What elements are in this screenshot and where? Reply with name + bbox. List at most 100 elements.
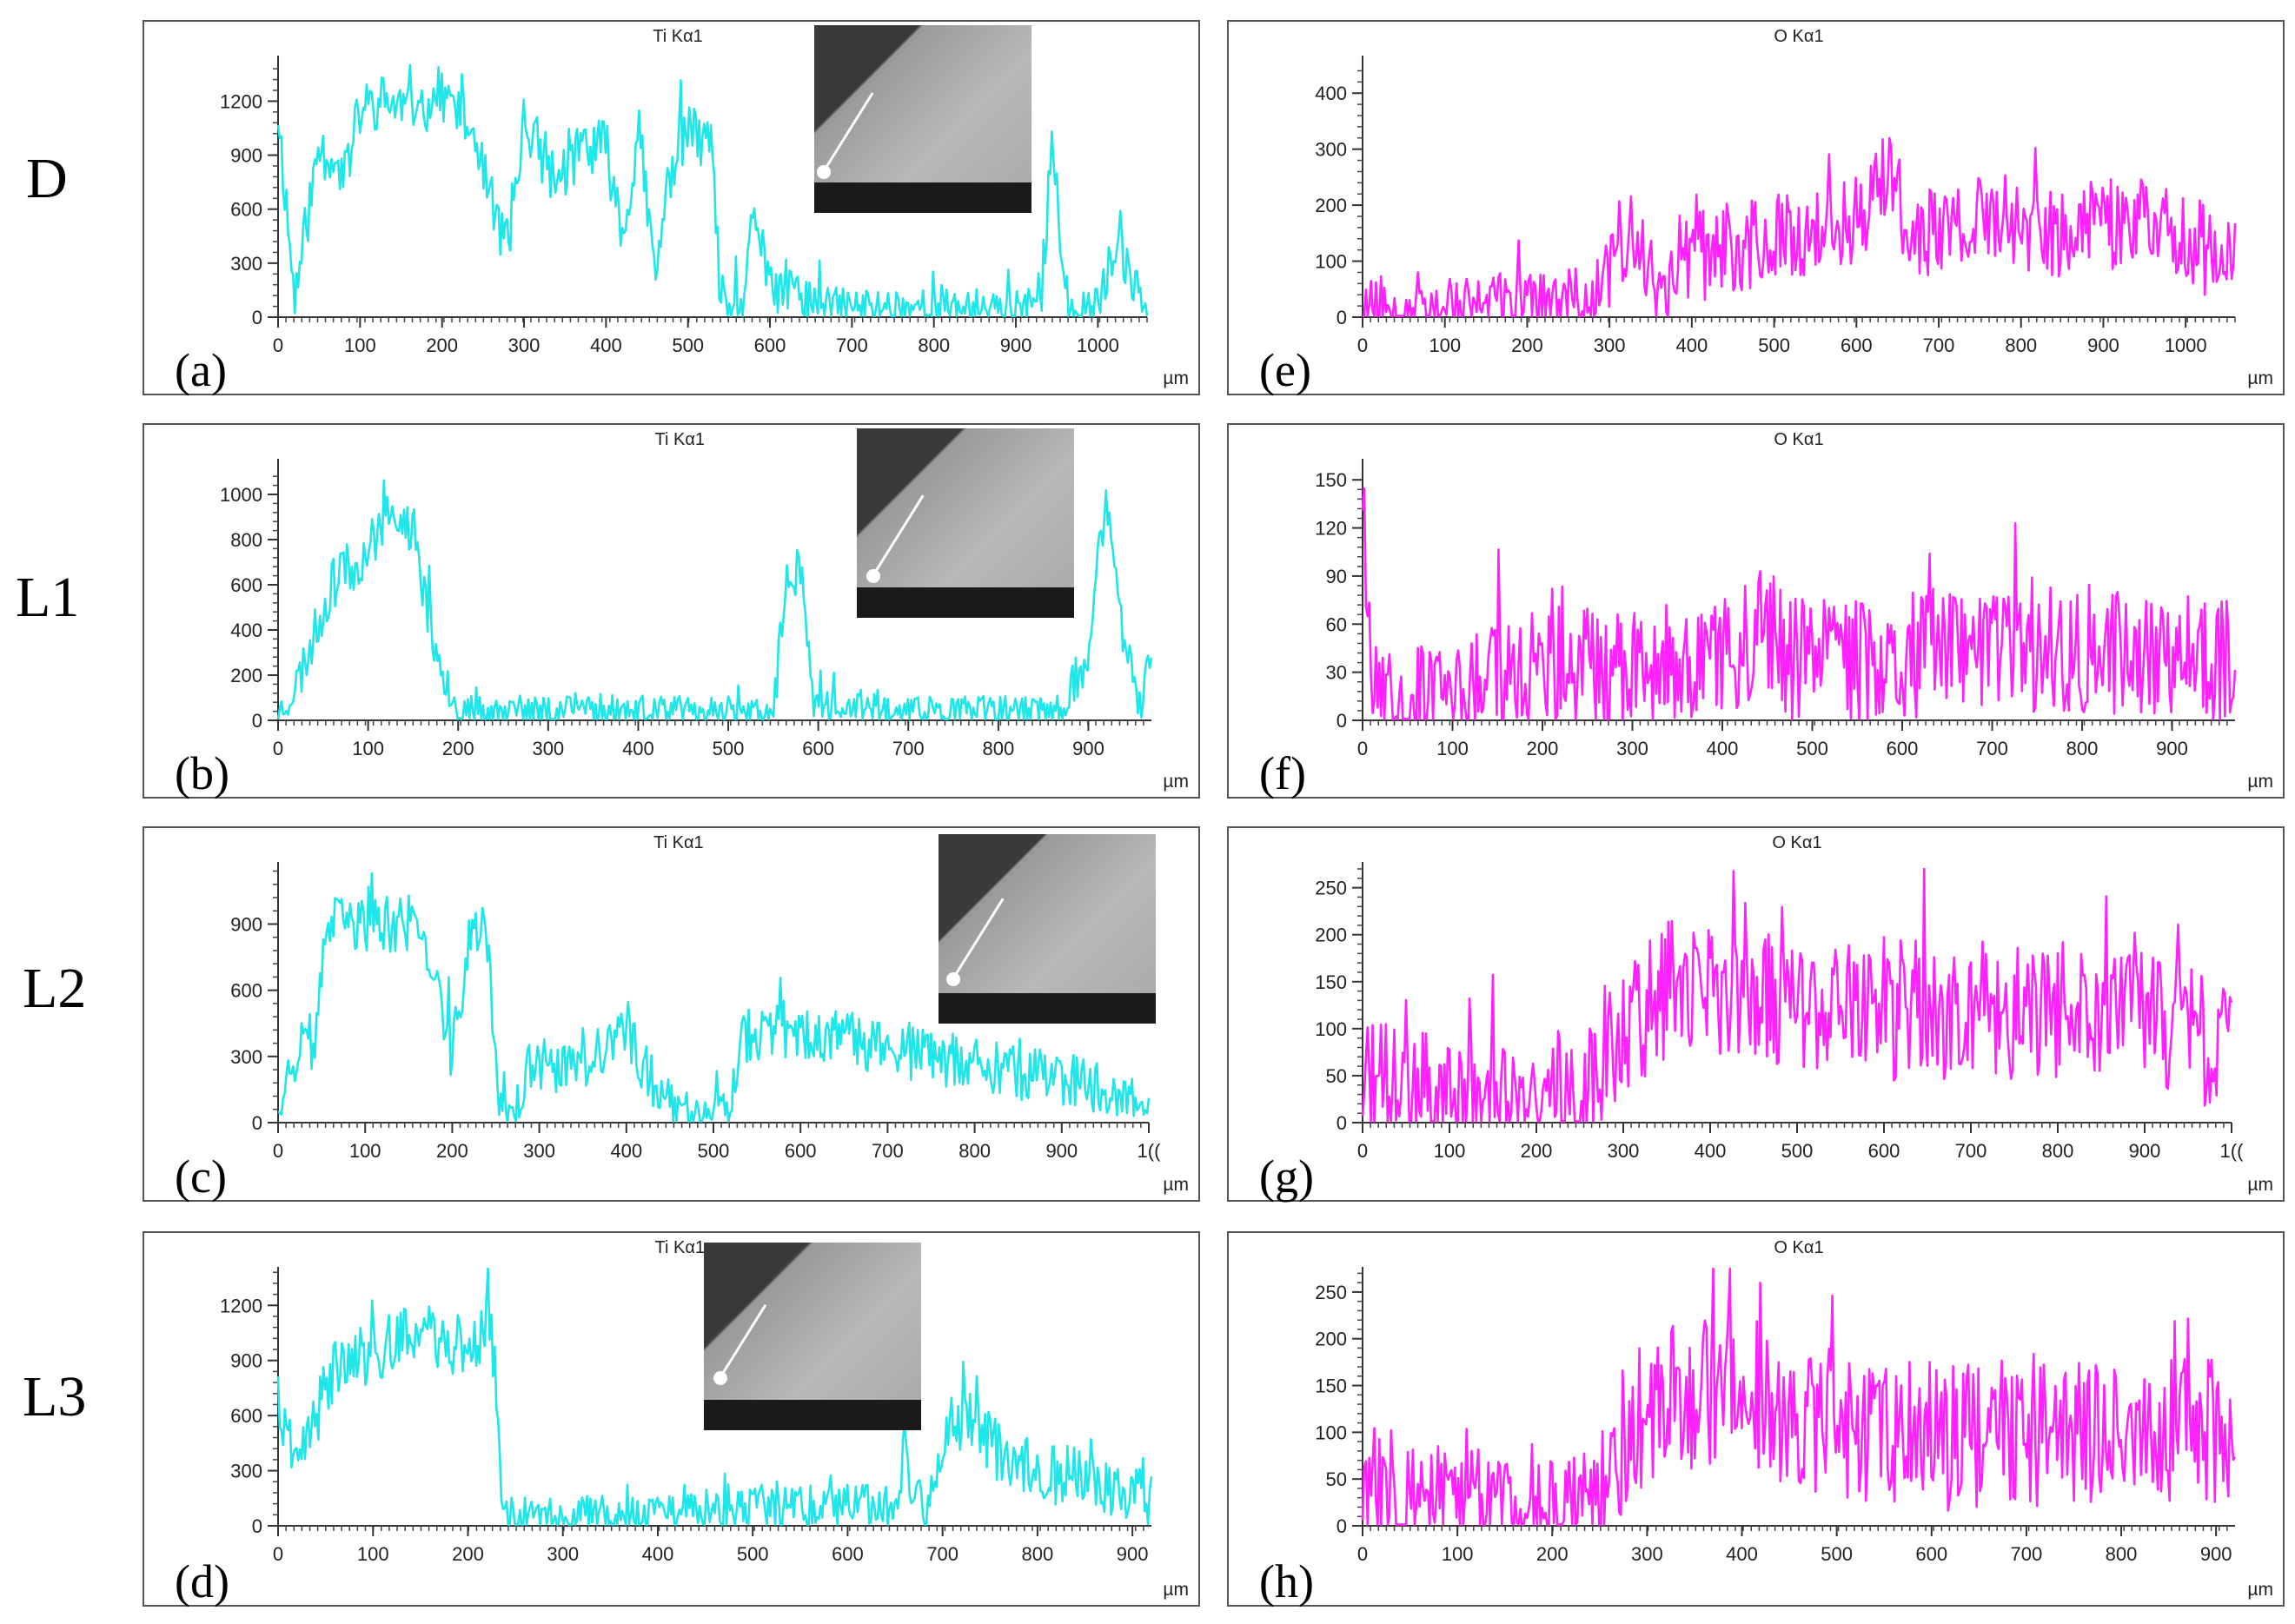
x-tick-label: 300 xyxy=(508,335,541,356)
x-tick-label: 200 xyxy=(1536,1543,1569,1565)
y-tick-label: 300 xyxy=(230,253,262,275)
y-tick-label: 150 xyxy=(1315,1375,1347,1397)
y-tick-label: 0 xyxy=(252,1112,262,1134)
x-tick-label: 0 xyxy=(1357,1140,1368,1162)
row-label-l3: L3 xyxy=(23,1365,87,1428)
x-tick-label: 300 xyxy=(1616,738,1648,759)
x-tick-label: 900 xyxy=(1072,738,1104,759)
y-tick-label: 1200 xyxy=(220,1295,262,1316)
panel-h: O Kα1 0 100 200 300 400 500 600 700 800 900 0 50 100 1… xyxy=(1227,1231,2285,1607)
x-tick-label: 700 xyxy=(926,1543,958,1565)
y-tick-label: 0 xyxy=(1337,1515,1347,1537)
y-tick-label: 900 xyxy=(230,913,262,935)
x-tick-label: 400 xyxy=(642,1543,674,1565)
x-tick-label: 600 xyxy=(1841,335,1873,356)
chart-title: O Kα1 xyxy=(1774,1238,1823,1257)
chart-title: Ti Kα1 xyxy=(653,27,703,46)
series-line-ti xyxy=(277,872,1151,1123)
x-tick-label: 100 xyxy=(352,738,384,759)
x-tick-label: 800 xyxy=(1022,1543,1054,1565)
x-tick-label: 800 xyxy=(918,335,950,356)
x-tick-label: 200 xyxy=(1527,738,1559,759)
y-tick-label: 0 xyxy=(1337,710,1347,732)
panel-g: O Kα1 0 100 200 300 400 500 600 700 800 900 1((0 50 1… xyxy=(1227,826,2285,1203)
x-tick-label: 400 xyxy=(1726,1543,1758,1565)
x-tick-label: 1(( xyxy=(2220,1140,2245,1162)
chart-title: O Kα1 xyxy=(1772,833,1821,852)
x-tick-label: 300 xyxy=(547,1543,579,1565)
x-tick-label: 0 xyxy=(1357,335,1368,356)
y-tick-label: 200 xyxy=(1315,1329,1347,1350)
panel-f: O Kα1 0 100 200 300 400 500 600 700 800 900 0 30 60 90… xyxy=(1227,423,2285,799)
x-tick-label: 500 xyxy=(1796,738,1828,759)
sem-inset-image-c xyxy=(939,834,1156,1024)
x-tick-label: 200 xyxy=(1521,1140,1553,1162)
x-tick-label: 800 xyxy=(2005,335,2037,356)
x-tick-label: 600 xyxy=(1915,1543,1947,1565)
series-line-ti xyxy=(276,479,1153,720)
x-tick-label: 100 xyxy=(357,1543,389,1565)
x-tick-label: 300 xyxy=(523,1140,555,1162)
panel-label: (f) xyxy=(1259,747,1306,799)
x-tick-label: 900 xyxy=(2156,738,2188,759)
series-line-o xyxy=(1363,136,2237,317)
chart-title: Ti Kα1 xyxy=(653,833,704,852)
series-line-ti xyxy=(276,63,1149,317)
x-tick-label: 400 xyxy=(1695,1140,1727,1162)
y-tick-label: 0 xyxy=(252,1515,262,1537)
x-tick-label: 1000 xyxy=(2165,335,2207,356)
y-tick-label: 90 xyxy=(1326,566,1347,587)
y-tick-label: 0 xyxy=(1337,307,1347,328)
x-tick-label: 800 xyxy=(2106,1543,2138,1565)
y-tick-label: 300 xyxy=(1315,139,1347,161)
x-tick-label: 400 xyxy=(1676,335,1708,356)
x-tick-label: 1000 xyxy=(1077,335,1119,356)
x-tick-label: 800 xyxy=(2042,1140,2074,1162)
y-tick-label: 250 xyxy=(1315,1282,1347,1303)
x-unit-label: µm xyxy=(1163,1580,1189,1600)
x-tick-label: 500 xyxy=(737,1543,769,1565)
panel-label: (g) xyxy=(1259,1150,1314,1203)
x-unit-label: µm xyxy=(1163,1175,1189,1195)
panel-e: O Kα1 0 100 200 300 400 500 600 700 800 900 1000 0 10… xyxy=(1227,20,2285,396)
series-line-o xyxy=(1361,487,2237,720)
x-tick-label: 0 xyxy=(273,738,283,759)
y-tick-label: 400 xyxy=(1315,83,1347,104)
sem-inset-image-b xyxy=(857,428,1074,618)
x-unit-label: µm xyxy=(2247,1175,2273,1195)
x-tick-label: 0 xyxy=(1357,738,1368,759)
x-tick-label: 800 xyxy=(2066,738,2099,759)
y-tick-label: 400 xyxy=(230,620,262,641)
x-tick-label: 600 xyxy=(1887,738,1919,759)
x-tick-label: 800 xyxy=(958,1140,991,1162)
y-tick-label: 900 xyxy=(230,145,262,167)
series-line-o xyxy=(1361,867,2233,1123)
x-tick-label: 100 xyxy=(344,335,376,356)
x-tick-label: 600 xyxy=(802,738,834,759)
x-tick-label: 600 xyxy=(785,1140,817,1162)
x-tick-label: 500 xyxy=(713,738,745,759)
x-tick-label: 700 xyxy=(1955,1140,1987,1162)
x-tick-label: 400 xyxy=(622,738,654,759)
x-tick-label: 700 xyxy=(892,738,925,759)
sem-inset-image-d xyxy=(704,1243,921,1430)
chart-title: Ti Kα1 xyxy=(655,430,706,449)
y-tick-label: 600 xyxy=(230,1405,262,1427)
x-tick-label: 700 xyxy=(1923,335,1955,356)
y-tick-label: 250 xyxy=(1315,878,1347,899)
x-tick-label: 500 xyxy=(1781,1140,1814,1162)
x-tick-label: 700 xyxy=(2011,1543,2043,1565)
panel-label: (b) xyxy=(175,747,229,799)
x-tick-label: 200 xyxy=(452,1543,484,1565)
y-tick-label: 600 xyxy=(230,574,262,596)
row-label-l1: L1 xyxy=(16,566,80,629)
x-tick-label: 900 xyxy=(1045,1140,1078,1162)
x-unit-label: µm xyxy=(1163,368,1189,388)
x-tick-label: 500 xyxy=(1758,335,1790,356)
y-tick-label: 800 xyxy=(230,529,262,551)
y-tick-label: 50 xyxy=(1326,1468,1347,1490)
row-label-d: D xyxy=(26,147,68,210)
x-tick-label: 200 xyxy=(426,335,458,356)
